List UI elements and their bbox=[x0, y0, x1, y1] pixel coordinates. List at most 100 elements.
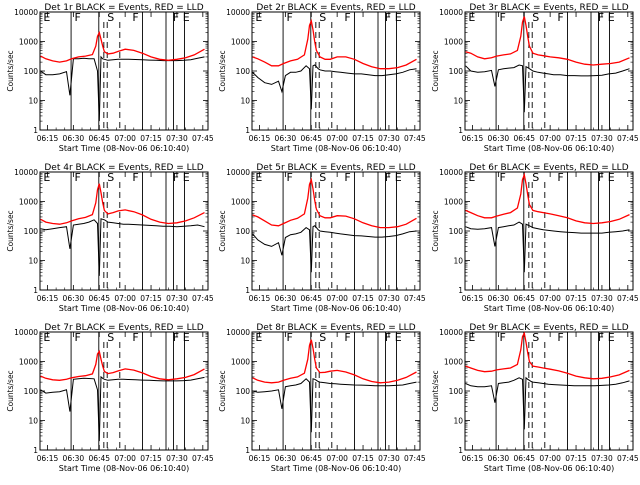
region-label: F bbox=[132, 11, 138, 24]
y-tick-label: 1000 bbox=[19, 38, 38, 47]
plot-frame bbox=[39, 171, 209, 291]
x-tick-label: 06:45 bbox=[88, 454, 110, 463]
y-tick-label: 1000 bbox=[444, 198, 463, 207]
events-series-line bbox=[465, 64, 630, 113]
region-label: F bbox=[74, 331, 80, 344]
plot-frame bbox=[39, 331, 209, 451]
lld-series-line bbox=[465, 16, 630, 66]
panel-title: Det 4r BLACK = Events, RED = LLD bbox=[44, 163, 203, 173]
events-series-line bbox=[252, 378, 417, 433]
y-axis-label: Counts/sec bbox=[6, 370, 15, 411]
x-tick-label: 07:15 bbox=[140, 294, 162, 303]
plot-frame bbox=[39, 11, 209, 131]
region-label: E bbox=[183, 11, 190, 24]
x-axis-label: Start Time (08-Nov-06 06:10:40) bbox=[271, 464, 401, 473]
x-axis-label: Start Time (08-Nov-06 06:10:40) bbox=[484, 144, 614, 153]
x-tick-label: 06:15 bbox=[249, 294, 271, 303]
y-tick-label: 10 bbox=[240, 97, 250, 106]
y-tick-label: 10 bbox=[240, 417, 250, 426]
x-tick-label: 07:00 bbox=[326, 454, 348, 463]
y-tick-label: 1 bbox=[33, 446, 38, 455]
region-label: E bbox=[395, 171, 402, 184]
region-label: F bbox=[385, 331, 391, 344]
y-tick-label: 100 bbox=[449, 67, 464, 76]
plot-frame bbox=[464, 331, 634, 451]
y-tick-label: 100 bbox=[24, 387, 39, 396]
region-label: E bbox=[395, 11, 402, 24]
region-label: F bbox=[344, 171, 350, 184]
region-label: F bbox=[74, 171, 80, 184]
x-tick-label: 07:45 bbox=[192, 134, 214, 143]
region-label: E bbox=[43, 11, 50, 24]
events-series-line bbox=[252, 64, 417, 110]
y-tick-label: 10000 bbox=[439, 8, 463, 17]
y-axis-label: Counts/sec bbox=[431, 370, 440, 411]
region-label: F bbox=[173, 331, 179, 344]
x-tick-label: 07:45 bbox=[404, 294, 426, 303]
y-axis-label: Counts/sec bbox=[431, 50, 440, 91]
events-series-line bbox=[252, 225, 417, 273]
x-tick-label: 07:45 bbox=[404, 134, 426, 143]
x-tick-label: 06:45 bbox=[88, 294, 110, 303]
x-tick-label: 07:15 bbox=[565, 294, 587, 303]
region-label: E bbox=[608, 11, 615, 24]
x-tick-label: 07:00 bbox=[114, 134, 136, 143]
y-tick-label: 1 bbox=[458, 126, 463, 135]
x-tick-label: 07:30 bbox=[378, 134, 400, 143]
x-tick-label: 06:15 bbox=[249, 134, 271, 143]
panel-title: Det 7r BLACK = Events, RED = LLD bbox=[44, 323, 203, 333]
x-tick-label: 07:45 bbox=[404, 454, 426, 463]
x-tick-label: 07:30 bbox=[166, 454, 188, 463]
panel-title: Det 1r BLACK = Events, RED = LLD bbox=[44, 3, 203, 13]
region-label: E bbox=[468, 171, 475, 184]
region-label: F bbox=[499, 171, 505, 184]
x-tick-label: 07:00 bbox=[326, 134, 348, 143]
region-label: S bbox=[532, 331, 539, 344]
x-axis-label: Start Time (08-Nov-06 06:10:40) bbox=[59, 144, 189, 153]
x-tick-label: 07:45 bbox=[617, 294, 639, 303]
lld-series-line bbox=[40, 30, 205, 63]
plot-frame bbox=[251, 331, 421, 451]
x-tick-label: 06:45 bbox=[513, 454, 535, 463]
y-tick-label: 1000 bbox=[231, 38, 250, 47]
x-tick-label: 07:45 bbox=[617, 454, 639, 463]
panel-title: Det 6r BLACK = Events, RED = LLD bbox=[469, 163, 628, 173]
y-tick-label: 1000 bbox=[231, 198, 250, 207]
plot-frame bbox=[251, 11, 421, 131]
y-axis-label: Counts/sec bbox=[6, 50, 15, 91]
x-tick-label: 07:15 bbox=[352, 134, 374, 143]
region-label: E bbox=[468, 11, 475, 24]
x-tick-label: 07:30 bbox=[591, 134, 613, 143]
y-tick-label: 100 bbox=[24, 227, 39, 236]
region-label: F bbox=[557, 331, 563, 344]
x-tick-label: 07:15 bbox=[140, 134, 162, 143]
y-axis-label: Counts/sec bbox=[218, 50, 227, 91]
x-tick-label: 07:15 bbox=[140, 454, 162, 463]
region-label: F bbox=[557, 11, 563, 24]
lld-series-line bbox=[252, 177, 417, 229]
y-axis-label: Counts/sec bbox=[6, 210, 15, 251]
y-tick-label: 1 bbox=[458, 286, 463, 295]
x-tick-label: 07:30 bbox=[166, 294, 188, 303]
region-label: F bbox=[557, 171, 563, 184]
y-tick-label: 10000 bbox=[226, 168, 250, 177]
x-axis-label: Start Time (08-Nov-06 06:10:40) bbox=[484, 464, 614, 473]
region-label: S bbox=[319, 331, 326, 344]
region-label: F bbox=[74, 11, 80, 24]
x-tick-label: 07:15 bbox=[565, 134, 587, 143]
x-tick-label: 07:45 bbox=[192, 294, 214, 303]
x-tick-label: 07:15 bbox=[352, 454, 374, 463]
x-axis-label: Start Time (08-Nov-06 06:10:40) bbox=[271, 304, 401, 313]
region-label: E bbox=[255, 331, 262, 344]
x-tick-label: 07:00 bbox=[539, 134, 561, 143]
x-tick-label: 06:30 bbox=[488, 454, 510, 463]
x-axis-label: Start Time (08-Nov-06 06:10:40) bbox=[484, 304, 614, 313]
y-tick-label: 10000 bbox=[439, 168, 463, 177]
y-axis-label: Counts/sec bbox=[218, 370, 227, 411]
